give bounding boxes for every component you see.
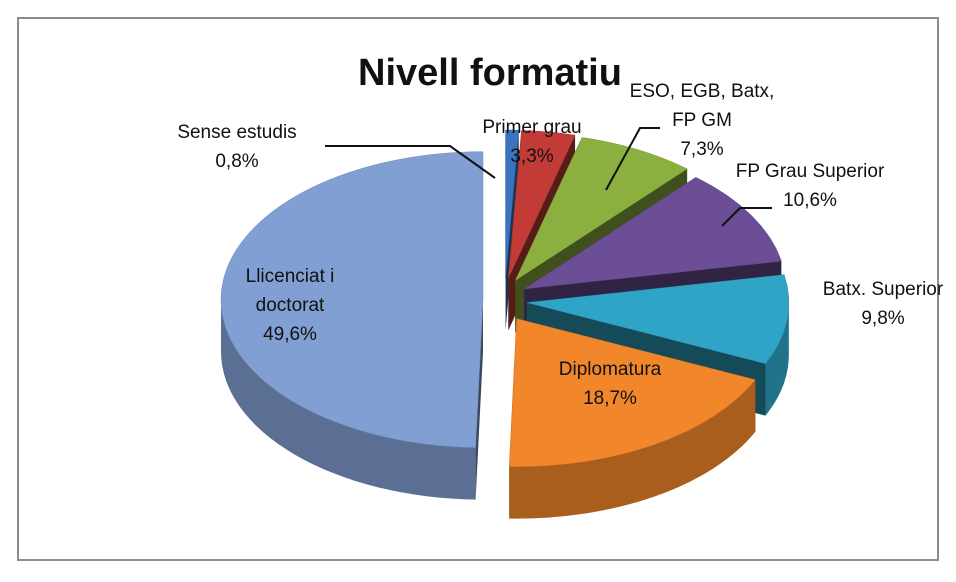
slice <box>505 129 519 279</box>
data-label: Sense estudis 0,8% <box>152 118 322 176</box>
data-label: Primer grau 3,3% <box>447 113 617 171</box>
data-label: ESO, EGB, Batx, FP GM 7,3% <box>627 77 777 164</box>
slice <box>220 151 484 448</box>
category-label: Diplomatura <box>558 359 662 380</box>
category-label: ESO, EGB, Batx, FP GM <box>629 81 775 131</box>
slice-side <box>221 299 476 500</box>
category-label: FP Grau Superior <box>735 161 885 182</box>
data-label: Diplomatura 18,7% <box>525 355 695 413</box>
slice <box>514 137 688 282</box>
value-label: 49,6% <box>263 324 317 345</box>
category-label: Primer grau <box>482 117 582 138</box>
value-label: 18,7% <box>583 388 637 409</box>
slice <box>523 177 782 290</box>
category-label: Sense estudis <box>177 122 297 143</box>
data-label: Batx. Superior 9,8% <box>798 275 956 333</box>
category-label: Llicenciat i doctorat <box>245 266 335 316</box>
value-label: 7,3% <box>680 139 724 160</box>
leader-line <box>721 207 772 227</box>
value-label: 9,8% <box>861 308 905 329</box>
data-label: FP Grau Superior 10,6% <box>735 157 885 215</box>
slice <box>508 130 576 279</box>
data-label: Llicenciat i doctorat 49,6% <box>215 262 365 349</box>
slice <box>526 274 790 364</box>
leader-line <box>325 145 496 179</box>
slice-side <box>475 299 484 500</box>
slice-side <box>509 379 756 519</box>
category-label: Batx. Superior <box>822 279 944 300</box>
leader-line <box>605 127 660 191</box>
pie <box>220 129 790 519</box>
chart-title: Nivell formatiu <box>358 52 622 94</box>
slice-side <box>765 302 789 416</box>
value-label: 0,8% <box>215 151 259 172</box>
value-label: 3,3% <box>510 146 554 167</box>
slice <box>508 318 756 467</box>
value-label: 10,6% <box>783 190 837 211</box>
